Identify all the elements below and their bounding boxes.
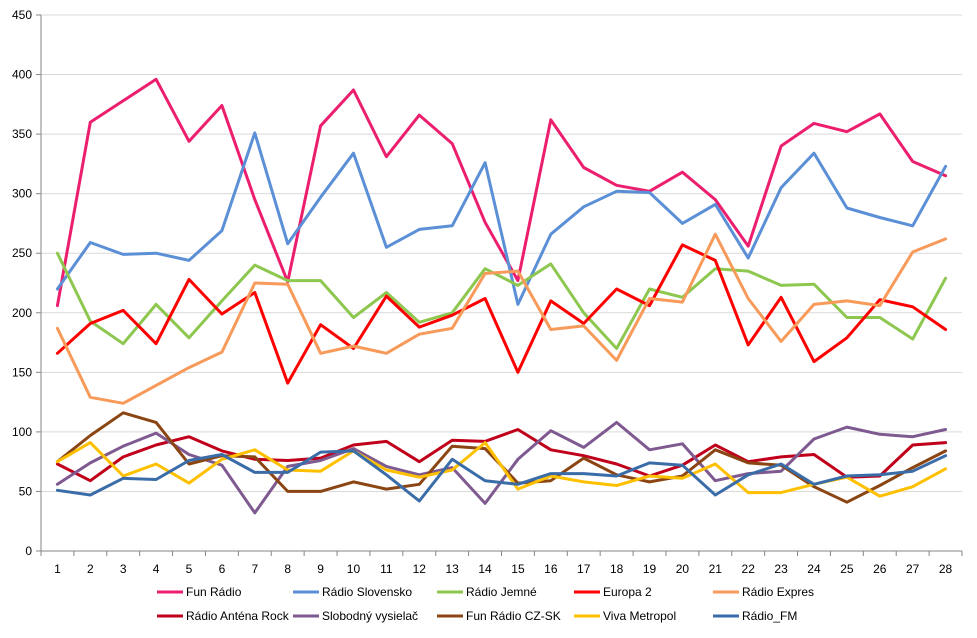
x-tick-label: 24 bbox=[807, 562, 821, 576]
legend: Fun Rádio Rádio Slovensko Rádio Jemné Europ… bbox=[157, 585, 814, 623]
legend-label: Rádio_FM bbox=[742, 609, 797, 623]
x-tick-label: 13 bbox=[445, 562, 459, 576]
series-line-2 bbox=[55, 131, 948, 306]
series-line-4 bbox=[55, 243, 948, 385]
legend-label: Rádio Slovensko bbox=[322, 585, 412, 599]
x-tick-label: 14 bbox=[478, 562, 492, 576]
x-tick-label: 3 bbox=[120, 562, 127, 576]
legend-label: Fun Rádio CZ-SK bbox=[466, 609, 561, 623]
legend-label: Rádio Jemné bbox=[466, 585, 537, 599]
legend-label: Rádio Expres bbox=[742, 585, 814, 599]
legend-label: Viva Metropol bbox=[603, 609, 676, 623]
x-tick-label: 6 bbox=[219, 562, 226, 576]
x-tick-label: 20 bbox=[676, 562, 690, 576]
x-tick-label: 18 bbox=[610, 562, 624, 576]
axes bbox=[36, 14, 963, 556]
x-tick-label: 10 bbox=[347, 562, 361, 576]
series-line-8 bbox=[55, 411, 948, 504]
series-line-1 bbox=[55, 77, 948, 308]
x-tick-label: 16 bbox=[544, 562, 558, 576]
y-tick-label: 0 bbox=[25, 544, 32, 558]
y-tick-label: 200 bbox=[12, 306, 32, 320]
legend-label: Europa 2 bbox=[603, 585, 652, 599]
series-line-5 bbox=[55, 232, 948, 405]
y-tick-label: 150 bbox=[12, 365, 32, 379]
x-tick-label: 8 bbox=[284, 562, 291, 576]
legend-label: Fun Rádio bbox=[186, 585, 242, 599]
x-tick-label: 11 bbox=[380, 562, 393, 576]
x-tick-label: 2 bbox=[87, 562, 94, 576]
y-tick-label: 350 bbox=[12, 127, 32, 141]
x-tick-label: 22 bbox=[742, 562, 756, 576]
x-tick-label: 23 bbox=[774, 562, 788, 576]
x-axis-tick-labels: 1 2 3 4 5 6 7 8 9 10 11 12 13 14 15 16 17 18 19 20 21 22 23 24 2… bbox=[54, 562, 952, 576]
x-tick-label: 28 bbox=[939, 562, 953, 576]
x-tick-label: 27 bbox=[906, 562, 920, 576]
x-tick-label: 5 bbox=[186, 562, 193, 576]
series-line-10 bbox=[55, 449, 948, 503]
x-tick-label: 25 bbox=[840, 562, 854, 576]
x-tick-label: 21 bbox=[709, 562, 723, 576]
legend-label: Rádio Anténa Rock bbox=[186, 609, 290, 623]
y-tick-label: 400 bbox=[12, 68, 32, 82]
y-tick-label: 450 bbox=[12, 8, 32, 22]
legend-label: Slobodný vysielač bbox=[322, 609, 418, 623]
y-tick-label: 100 bbox=[12, 425, 32, 439]
y-tick-label: 250 bbox=[12, 246, 32, 260]
x-tick-label: 26 bbox=[873, 562, 887, 576]
x-tick-label: 1 bbox=[54, 562, 61, 576]
series-line-3 bbox=[55, 251, 948, 350]
x-tick-label: 19 bbox=[643, 562, 657, 576]
x-tick-label: 9 bbox=[317, 562, 324, 576]
series-line-9 bbox=[55, 441, 948, 498]
y-tick-label: 50 bbox=[19, 484, 33, 498]
x-tick-label: 12 bbox=[413, 562, 427, 576]
x-tick-label: 15 bbox=[511, 562, 525, 576]
x-tick-label: 4 bbox=[153, 562, 160, 576]
series-lines bbox=[55, 77, 948, 515]
y-tick-label: 300 bbox=[12, 187, 32, 201]
x-tick-label: 7 bbox=[251, 562, 258, 576]
x-tick-label: 17 bbox=[577, 562, 591, 576]
y-axis-tick-labels: 0 50 100 150 200 250 300 350 400 450 bbox=[12, 8, 32, 558]
